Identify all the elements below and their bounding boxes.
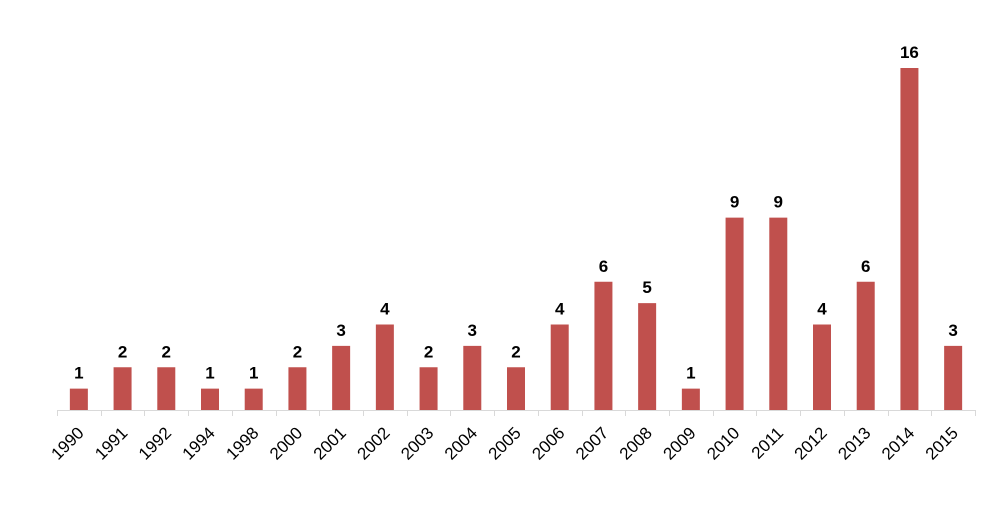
data-label-1990: 1 — [74, 364, 83, 383]
bar-1990 — [69, 388, 88, 411]
data-label-2015: 3 — [948, 321, 957, 340]
bar-2000 — [288, 367, 307, 410]
x-tick-label-2001: 2001 — [310, 423, 350, 463]
data-label-2007: 6 — [599, 257, 608, 276]
x-tick-label-1994: 1994 — [179, 423, 219, 463]
bar-2013 — [856, 281, 875, 410]
bar-2003 — [419, 367, 438, 410]
data-label-2009: 1 — [686, 364, 695, 383]
bar-2004 — [463, 345, 482, 411]
x-tick-label-2014: 2014 — [878, 423, 918, 463]
x-tick-label-2012: 2012 — [791, 423, 831, 463]
data-label-1994: 1 — [205, 364, 214, 383]
bar-2008 — [638, 303, 657, 411]
x-tick-label-2009: 2009 — [660, 423, 700, 463]
data-label-2003: 2 — [424, 342, 433, 361]
x-tick-label-2002: 2002 — [354, 423, 394, 463]
bar-2007 — [594, 281, 613, 410]
data-label-2011: 9 — [774, 193, 783, 212]
bar-2002 — [375, 324, 394, 410]
data-label-1991: 2 — [118, 342, 127, 361]
data-labels-group: 1 2 2 1 1 2 3 4 2 3 2 4 6 5 1 9 9 4 6 16 3 — [74, 43, 958, 383]
bar-2001 — [332, 345, 351, 411]
x-tick-label-2011: 2011 — [748, 423, 787, 462]
bar-2015 — [944, 345, 963, 411]
x-tick-label-2003: 2003 — [397, 423, 437, 463]
bar-1998 — [244, 388, 263, 411]
data-label-2001: 3 — [336, 321, 345, 340]
data-label-2008: 5 — [642, 278, 651, 297]
x-tick-labels-group: 1990 1991 1992 1994 1998 2000 2001 2002 2003 2004… — [48, 423, 962, 463]
data-label-2000: 2 — [293, 342, 302, 361]
x-tick-label-2008: 2008 — [616, 423, 656, 463]
bar-2006 — [550, 324, 569, 410]
bar-2005 — [507, 367, 525, 410]
x-tick-label-2010: 2010 — [703, 423, 743, 463]
data-label-2012: 4 — [817, 300, 827, 319]
bar-1991 — [113, 367, 132, 410]
bar-1994 — [201, 388, 219, 411]
x-tick-label-1990: 1990 — [48, 423, 88, 463]
x-tick-label-2004: 2004 — [441, 423, 481, 463]
bar-2010 — [725, 217, 744, 411]
data-label-2010: 9 — [730, 193, 739, 212]
bar-1992 — [157, 367, 176, 410]
bars-group — [69, 68, 963, 411]
x-tick-label-2015: 2015 — [922, 423, 962, 463]
x-tick-label-1998: 1998 — [222, 423, 262, 463]
x-tick-label-2007: 2007 — [572, 423, 612, 463]
data-label-2013: 6 — [861, 257, 870, 276]
data-label-1992: 2 — [162, 342, 171, 361]
x-ticks-group — [57, 410, 976, 416]
x-tick-label-2000: 2000 — [266, 423, 306, 463]
bar-2011 — [769, 217, 788, 411]
data-label-2005: 2 — [511, 342, 520, 361]
x-tick-label-2013: 2013 — [834, 423, 874, 463]
data-label-2014: 16 — [900, 43, 919, 62]
x-tick-label-2006: 2006 — [528, 423, 568, 463]
bar-2012 — [813, 324, 831, 410]
x-tick-label-1991: 1991 — [91, 423, 131, 463]
data-label-2004: 3 — [468, 321, 477, 340]
bar-2009 — [681, 388, 700, 411]
bar-2014 — [900, 68, 919, 410]
data-label-1998: 1 — [249, 364, 258, 383]
data-label-2002: 4 — [380, 300, 390, 319]
x-tick-label-2005: 2005 — [485, 423, 525, 463]
x-tick-label-1992: 1992 — [135, 423, 175, 463]
data-label-2006: 4 — [555, 300, 565, 319]
